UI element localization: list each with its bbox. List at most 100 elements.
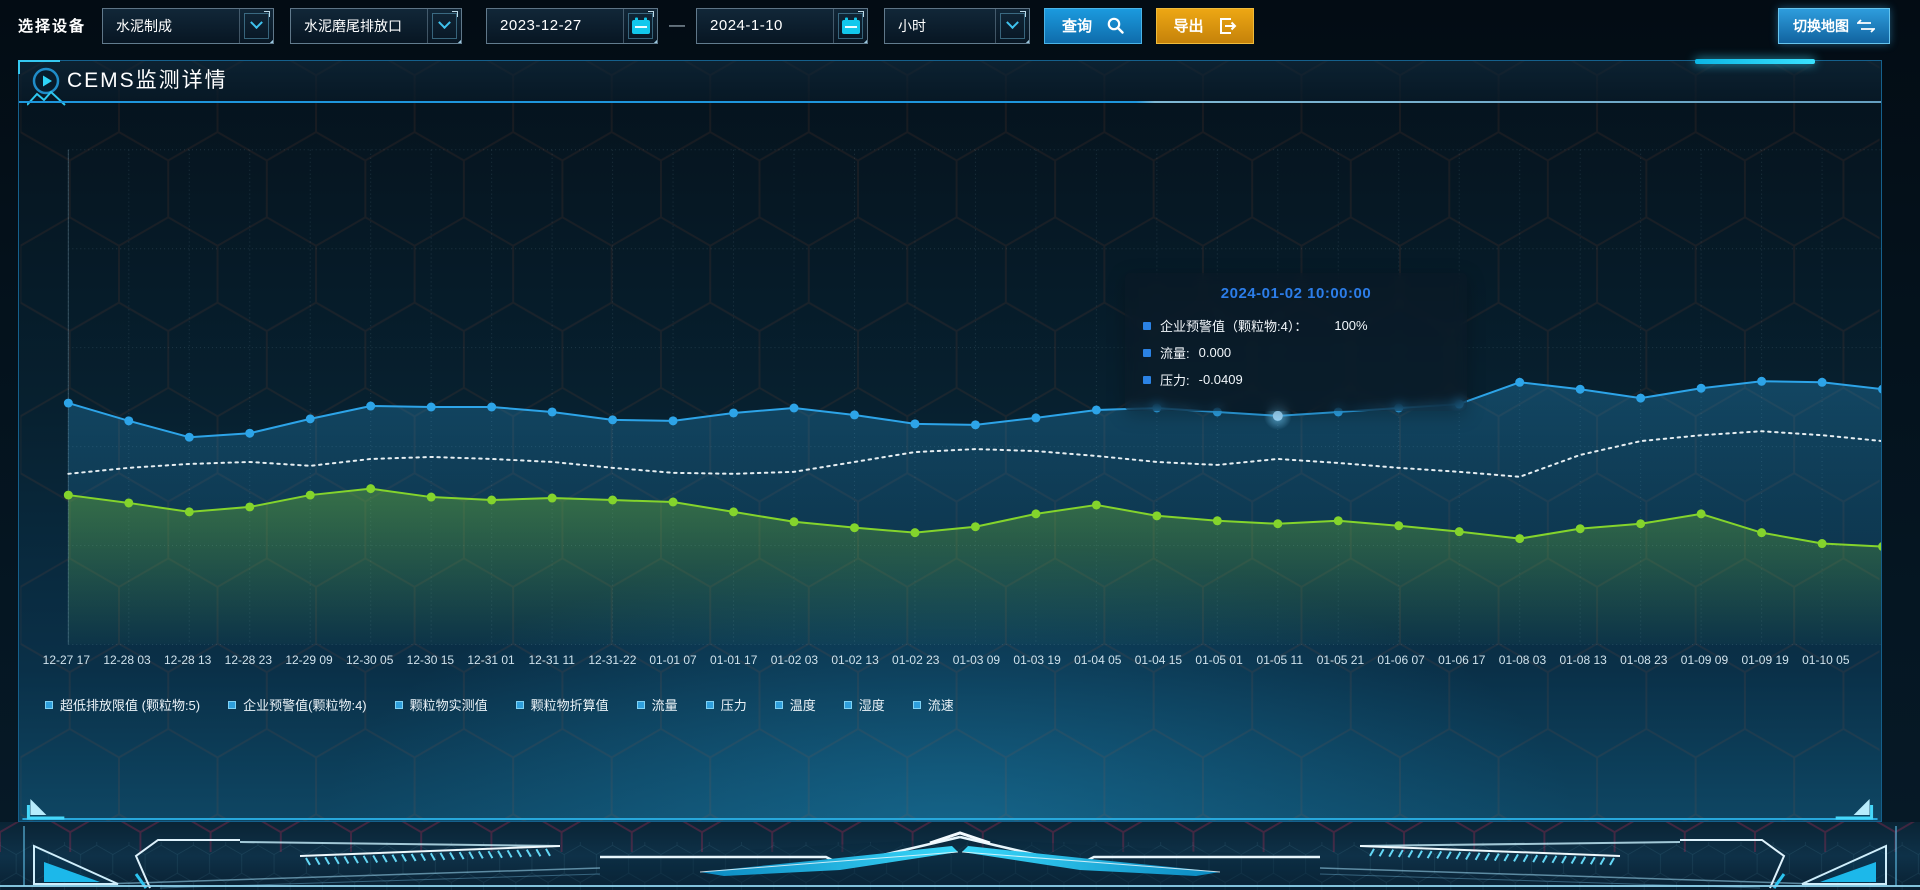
x-axis-label: 01-02 23 xyxy=(892,653,940,667)
x-axis-label: 12-28 03 xyxy=(103,653,151,667)
chart-legend: 超低排放限值 (颗粒物:5) 企业预警值(颗粒物:4) 颗粒物实测值 颗粒物折算值 流量… xyxy=(45,695,954,714)
legend-marker-icon xyxy=(774,700,783,709)
legend-marker-icon xyxy=(228,700,237,709)
tooltip-row-label: 流量: xyxy=(1160,346,1190,361)
legend-marker-icon xyxy=(636,700,645,709)
query-button-label: 查询 xyxy=(1062,18,1093,35)
start-date-picker[interactable] xyxy=(486,7,659,44)
footer-ornament xyxy=(0,822,1920,890)
header-corner-accent xyxy=(18,60,60,74)
line-chart[interactable] xyxy=(19,61,1881,821)
x-axis-label: 12-31 11 xyxy=(528,653,575,667)
x-axis-label: 01-01 07 xyxy=(649,653,697,667)
x-axis-label: 12-28 13 xyxy=(163,653,212,667)
tooltip-series-marker xyxy=(1143,321,1151,330)
legend-marker-icon xyxy=(515,700,524,709)
chart-tooltip: 2024-01-02 10:00:00 企业预警值（颗粒物:4）： 100% 流量:… xyxy=(1125,273,1467,411)
legend-item[interactable]: 湿度 xyxy=(843,695,885,714)
x-axis-label: 01-08 23 xyxy=(1620,653,1668,667)
end-date-picker[interactable] xyxy=(696,7,869,44)
query-button[interactable]: 查询 xyxy=(1044,7,1143,44)
panel-header: CEMS监测详情 xyxy=(18,59,1881,106)
device-select-label: 选择设备 xyxy=(18,18,87,35)
legend-label: 超低排放限值 (颗粒物:5) xyxy=(60,698,201,713)
swap-arrows-icon xyxy=(1857,18,1875,33)
calendar-icon[interactable] xyxy=(833,8,867,43)
x-axis-label: 12-27 17 xyxy=(42,653,91,667)
toolbar: 选择设备 水泥制成 水泥磨尾排放口 — 小时 查询 导出 xyxy=(0,7,1920,44)
legend-marker-icon xyxy=(912,700,921,709)
legend-marker-icon xyxy=(843,700,852,709)
x-axis-label: 01-04 05 xyxy=(1074,653,1122,667)
legend-item[interactable]: 超低排放限值 (颗粒物:5) xyxy=(45,695,200,714)
legend-marker-icon xyxy=(45,700,53,709)
x-axis-label: 01-05 01 xyxy=(1195,653,1243,667)
header-glow-bar xyxy=(1695,59,1815,64)
end-date-input[interactable] xyxy=(697,17,834,34)
process-select[interactable]: 水泥制成 xyxy=(102,7,275,44)
corner-tick xyxy=(452,10,459,17)
export-button-label: 导出 xyxy=(1173,18,1204,35)
x-axis-label: 01-03 19 xyxy=(1013,653,1061,667)
legend-item[interactable]: 流量 xyxy=(636,695,678,714)
tooltip-series-marker xyxy=(1143,348,1151,357)
x-axis-label: 12-28 23 xyxy=(224,653,273,667)
switch-map-button-label: 切换地图 xyxy=(1793,17,1849,34)
corner-notch xyxy=(261,30,274,43)
chevron-down-icon[interactable] xyxy=(995,8,1029,43)
calendar-icon[interactable] xyxy=(623,8,657,43)
x-axis-label: 01-01 17 xyxy=(710,653,758,667)
tooltip-row: 压力: -0.0409 xyxy=(1143,366,1449,393)
corner-notch xyxy=(1017,30,1030,43)
legend-item[interactable]: 温度 xyxy=(774,695,816,714)
tooltip-row-value: -0.0409 xyxy=(1198,372,1243,387)
tooltip-row-value: 0.000 xyxy=(1198,345,1232,360)
legend-marker-icon xyxy=(705,700,714,709)
x-axis-label: 01-02 13 xyxy=(831,653,879,667)
footer-decoration xyxy=(0,822,1920,890)
legend-item[interactable]: 颗粒物实测值 xyxy=(394,695,488,714)
x-axis-label: 12-31-22 xyxy=(588,653,637,667)
tooltip-row-label: 压力: xyxy=(1160,373,1190,388)
legend-label: 温度 xyxy=(789,698,816,713)
corner-notch xyxy=(645,30,658,43)
outlet-select[interactable]: 水泥磨尾排放口 xyxy=(290,7,463,44)
export-button[interactable]: 导出 xyxy=(1156,7,1255,44)
legend-label: 流速 xyxy=(927,698,954,713)
chevron-down-icon[interactable] xyxy=(427,8,461,43)
corner-notch xyxy=(449,30,462,43)
header-underline xyxy=(19,101,1881,103)
x-axis-label: 12-30 15 xyxy=(406,653,455,667)
x-axis-label: 01-06 17 xyxy=(1438,653,1486,667)
legend-item[interactable]: 颗粒物折算值 xyxy=(515,695,609,714)
legend-item[interactable]: 企业预警值(颗粒物:4) xyxy=(228,695,367,714)
switch-map-button[interactable]: 切换地图 xyxy=(1778,7,1890,44)
interval-select[interactable]: 小时 xyxy=(884,7,1031,44)
legend-item[interactable]: 流速 xyxy=(912,695,954,714)
x-axis-label: 01-10 05 xyxy=(1802,653,1850,667)
x-axis-label: 01-08 03 xyxy=(1498,653,1547,667)
cems-detail-panel: CEMS监测详情 12-27 17 12-28 03 12-28 13 12-28 2… xyxy=(18,59,1882,822)
chevron-down-icon[interactable] xyxy=(239,8,273,43)
legend-label: 流量 xyxy=(651,698,678,713)
process-select-value: 水泥制成 xyxy=(116,17,173,34)
search-icon xyxy=(1107,17,1124,34)
x-axis-label: 01-09 19 xyxy=(1741,653,1789,667)
tooltip-row-value: 100% xyxy=(1334,318,1368,333)
x-axis-label: 01-08 13 xyxy=(1559,653,1607,667)
panel-corner-accent-right xyxy=(1835,799,1874,820)
x-axis-label: 01-02 03 xyxy=(770,653,819,667)
outlet-select-value: 水泥磨尾排放口 xyxy=(304,17,403,34)
x-axis-label: 01-09 09 xyxy=(1680,653,1729,667)
corner-tick xyxy=(648,10,655,17)
corner-tick xyxy=(264,10,271,17)
legend-label: 湿度 xyxy=(858,698,885,713)
corner-tick xyxy=(1020,10,1027,17)
legend-label: 颗粒物实测值 xyxy=(409,698,488,713)
start-date-input[interactable] xyxy=(487,17,624,34)
zigzag-accent xyxy=(27,90,66,106)
tooltip-series-marker xyxy=(1143,375,1151,384)
export-icon xyxy=(1219,17,1236,34)
legend-item[interactable]: 压力 xyxy=(705,695,747,714)
x-axis-labels: 12-27 17 12-28 03 12-28 13 12-28 23 12-29 09… xyxy=(36,653,1856,667)
